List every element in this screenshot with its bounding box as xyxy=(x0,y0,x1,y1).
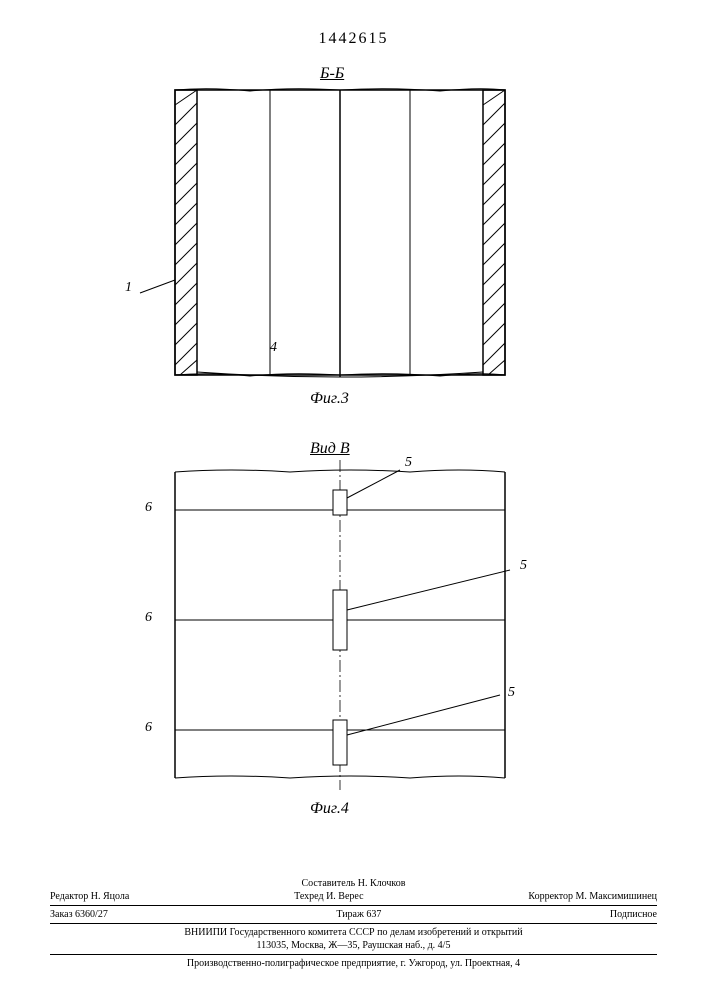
editor-name: Н. Яцола xyxy=(91,891,130,902)
org-line2: 113035, Москва, Ж—35, Раушская наб., д. … xyxy=(50,939,657,952)
fig3-ref-1: 1 xyxy=(125,280,132,296)
corrector-name: М. Максимишинец xyxy=(575,891,657,902)
techred-label: Техред xyxy=(294,891,323,902)
fig3-right-wall xyxy=(483,90,505,375)
compiler-label: Составитель xyxy=(302,878,356,889)
fig3-caption: Фиг.3 xyxy=(310,390,349,408)
fig4-ref-6b: 6 xyxy=(145,610,152,626)
fig3-ref-4: 4 xyxy=(270,340,277,356)
tirage: Тираж 637 xyxy=(336,908,381,921)
fig4-caption: Фиг.4 xyxy=(310,800,349,818)
fig4-ref-5b: 5 xyxy=(520,558,527,574)
subscription: Подписное xyxy=(610,908,657,921)
fig3-left-wall xyxy=(175,90,197,375)
order-number: Заказ 6360/27 xyxy=(50,908,108,921)
fig4-ref-5a: 5 xyxy=(405,455,412,471)
fig3-section-label: Б-Б xyxy=(320,65,344,83)
fig4-ref-6c: 6 xyxy=(145,720,152,736)
print-line: Производственно-полиграфическое предприя… xyxy=(50,957,657,970)
editor-label: Редактор xyxy=(50,891,88,902)
org-line1: ВНИИПИ Государственного комитета СССР по… xyxy=(50,926,657,939)
corrector-label: Корректор xyxy=(528,891,573,902)
fig4-section-label: Вид В xyxy=(310,440,350,458)
fig3-diagram xyxy=(130,85,550,385)
compiler-name: Н. Клочков xyxy=(358,878,406,889)
fig4-ref-5c: 5 xyxy=(508,685,515,701)
techred-name: И. Верес xyxy=(326,891,363,902)
fig4-ref-6a: 6 xyxy=(145,500,152,516)
fig4-diagram xyxy=(140,460,570,800)
page-number: 1442615 xyxy=(319,30,389,48)
footer: Составитель Н. Клочков Редактор Н. Яцола… xyxy=(50,877,657,970)
